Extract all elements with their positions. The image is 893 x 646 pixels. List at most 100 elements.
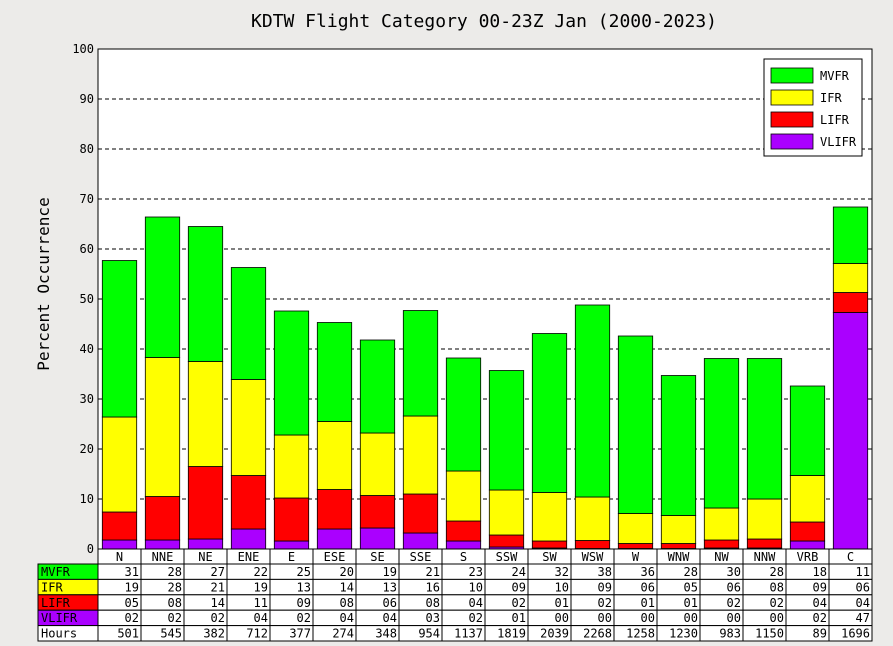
table-cell: 983 <box>719 627 741 641</box>
table-cell: 31 <box>125 565 139 579</box>
bar-mvfr-vrb <box>789 385 826 476</box>
table-row-label: Hours <box>41 627 77 641</box>
table-cell: 501 <box>117 627 139 641</box>
bar-lifr-n <box>101 511 138 541</box>
y-tick-label: 60 <box>80 242 94 256</box>
bar-mvfr-ese <box>316 322 353 422</box>
legend-label-ifr: IFR <box>820 91 842 105</box>
table-cell: 01 <box>684 596 698 610</box>
x-tick-label: NW <box>714 550 729 564</box>
table-cell: 09 <box>297 596 311 610</box>
table-cell: 02 <box>211 611 225 625</box>
table-cell: 08 <box>168 596 182 610</box>
bar-ifr-nnw <box>746 498 783 540</box>
bar-lifr-ene <box>230 475 267 530</box>
table-cell: 32 <box>555 565 569 579</box>
table-cell: 05 <box>125 596 139 610</box>
bar-mvfr-ssw <box>488 370 525 491</box>
table-cell: 1137 <box>454 627 483 641</box>
y-tick-label: 10 <box>80 492 94 506</box>
bar-mvfr-nw <box>703 358 740 509</box>
x-tick-label: NNE <box>152 550 174 564</box>
bar-ifr-sse <box>402 415 439 495</box>
bar-lifr-nne <box>144 496 181 541</box>
table-cell: 545 <box>160 627 182 641</box>
bar-vlifr-se <box>359 527 396 550</box>
table-cell: 09 <box>598 580 612 594</box>
table-cell: 00 <box>727 611 741 625</box>
y-tick-label: 100 <box>72 42 94 56</box>
table-cell: 89 <box>813 627 827 641</box>
y-tick-label: 20 <box>80 442 94 456</box>
table-cell: 22 <box>254 565 268 579</box>
table-cell: 02 <box>297 611 311 625</box>
legend-swatch-lifr <box>770 111 814 128</box>
table-cell: 712 <box>246 627 268 641</box>
table-cell: 04 <box>383 611 397 625</box>
bar-ifr-e <box>273 434 310 499</box>
table-cell: 2268 <box>583 627 612 641</box>
legend-label-vlifr: VLIFR <box>820 135 857 149</box>
x-tick-label: NNW <box>754 550 776 564</box>
bar-vlifr-vrb <box>789 540 826 550</box>
table-cell: 16 <box>426 580 440 594</box>
bar-ifr-n <box>101 416 138 513</box>
bar-ifr-ese <box>316 421 353 490</box>
x-tick-label: ESE <box>324 550 346 564</box>
table-cell: 1819 <box>497 627 526 641</box>
table-row-label: MVFR <box>41 565 71 579</box>
table-cell: 06 <box>856 580 870 594</box>
bar-lifr-vrb <box>789 521 826 542</box>
bar-vlifr-ne <box>187 538 224 550</box>
table-cell: 21 <box>211 580 225 594</box>
table-cell: 954 <box>418 627 440 641</box>
table-cell: 04 <box>469 596 483 610</box>
bars <box>101 206 869 550</box>
table-cell: 25 <box>297 565 311 579</box>
data-table: N NNE NE ENE E ESE SE SSE S SSW SW WSW W WNW NW NNW VRB C… <box>37 548 873 642</box>
table-cell: 08 <box>770 580 784 594</box>
table-cell: 1230 <box>669 627 698 641</box>
table-cell: 36 <box>641 565 655 579</box>
legend-swatch-vlifr <box>770 133 814 150</box>
table-cell: 274 <box>332 627 354 641</box>
y-tick-label: 40 <box>80 342 94 356</box>
bar-ifr-sw <box>531 492 568 542</box>
table-cell: 28 <box>770 565 784 579</box>
bar-ifr-wsw <box>574 496 611 541</box>
table-cell: 2039 <box>540 627 569 641</box>
table-cell: 00 <box>555 611 569 625</box>
y-tick-label: 90 <box>80 92 94 106</box>
legend: MVFR IFR LIFR VLIFR <box>763 58 863 157</box>
table-cell: 01 <box>641 596 655 610</box>
table-cell: 24 <box>512 565 526 579</box>
table-cell: 06 <box>727 580 741 594</box>
y-tick-labels: 0 10 20 30 40 50 60 70 80 90 100 <box>72 42 94 556</box>
table-cell: 02 <box>598 596 612 610</box>
table-cell: 01 <box>512 611 526 625</box>
bar-vlifr-c <box>832 312 869 550</box>
table-cell: 03 <box>426 611 440 625</box>
bar-vlifr-e <box>273 540 310 550</box>
bar-lifr-w <box>617 543 654 549</box>
table-cell: 06 <box>641 580 655 594</box>
grid-lines <box>98 98 872 500</box>
x-tick-label: WNW <box>668 550 690 564</box>
legend-label-mvfr: MVFR <box>820 69 850 83</box>
table-cell: 47 <box>856 611 870 625</box>
table-cell: 00 <box>598 611 612 625</box>
bar-lifr-sse <box>402 493 439 534</box>
bar-lifr-e <box>273 497 310 542</box>
bar-ifr-ene <box>230 379 267 476</box>
x-tick-label: S <box>460 550 467 564</box>
table-cell: 09 <box>813 580 827 594</box>
x-tick-label: SSE <box>410 550 432 564</box>
table-cell: 382 <box>203 627 225 641</box>
table-cell: 28 <box>168 565 182 579</box>
x-tick-label: WSW <box>582 550 604 564</box>
table-cell: 1150 <box>755 627 784 641</box>
table-row-label: LIFR <box>41 596 71 610</box>
table-cell: 04 <box>813 596 827 610</box>
bar-ifr-vrb <box>789 475 826 523</box>
table-cell: 02 <box>512 596 526 610</box>
